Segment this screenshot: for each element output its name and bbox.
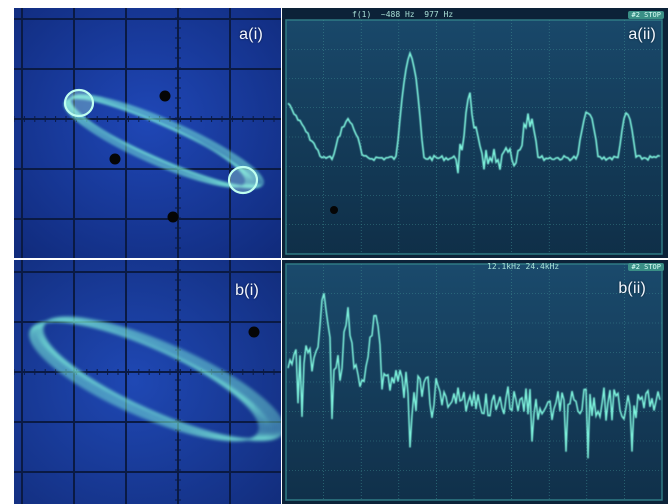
spectrum-plot-b (282, 260, 668, 504)
scope-mode-badge: #2 STOP (628, 11, 664, 19)
scope-readout: 12.1kHz 24.4kHz (487, 262, 560, 271)
marker-dot (248, 326, 260, 338)
panel-label: a(i) (239, 26, 263, 43)
marker-dot (330, 206, 338, 214)
scope-mode-badge: #2 STOP (628, 263, 664, 271)
panel-b-i-lissajous: b(i) (14, 260, 281, 504)
panel-b-ii-spectrum: 12.1kHz 24.4kHz #2 STOP b(ii) (282, 260, 668, 504)
panel-label: b(ii) (618, 280, 646, 297)
marker-dot (159, 90, 171, 102)
lissajous-plot-b (14, 260, 281, 504)
marker-dot (167, 211, 179, 223)
lissajous-plot-a (14, 8, 281, 258)
panel-a-ii-spectrum: f(1) ~488 Hz 977 Hz #2 STOP a(ii) (282, 8, 668, 258)
panel-label: a(ii) (628, 26, 656, 43)
scope-readout: f(1) ~488 Hz 977 Hz (352, 10, 454, 19)
panel-a-i-lissajous: a(i) (14, 8, 281, 258)
spectrum-plot-a (282, 8, 668, 258)
marker-dot (109, 153, 121, 165)
panel-label: b(i) (235, 282, 259, 299)
